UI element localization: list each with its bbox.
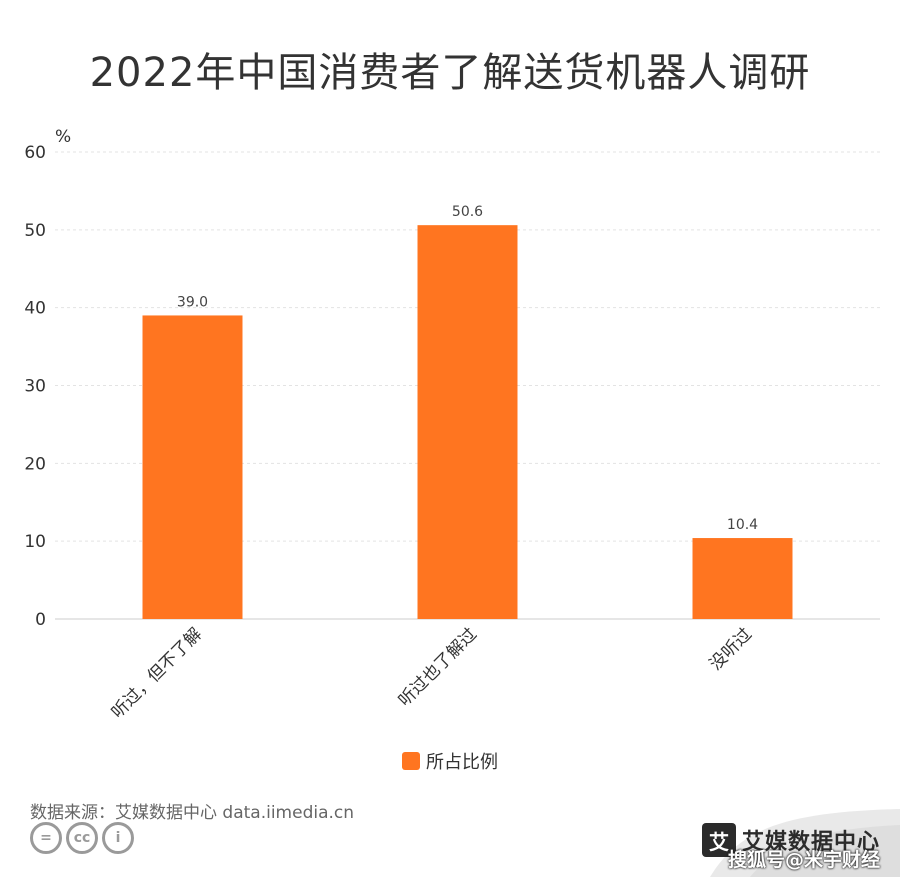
y-tick-label: 10: [24, 532, 46, 552]
x-tick-label: 听过也了解过: [395, 624, 481, 710]
bar-chart: % 0 10 20 30 40 50 60 39.0 听过，但不了解 50.6 听过也了解过 10.4 没…: [24, 127, 880, 723]
y-tick-label: 60: [24, 143, 46, 163]
license-icons: = cc i: [30, 822, 134, 854]
watermark: 搜狐号@米宇财经: [727, 849, 880, 871]
cc-icon: cc: [66, 822, 98, 854]
legend-label: 所占比例: [426, 752, 498, 773]
bar: [692, 538, 793, 619]
data-label: 10.4: [727, 517, 758, 533]
y-tick-label: 50: [24, 221, 46, 241]
page-title: 2022年中国消费者了解送货机器人调研: [89, 50, 811, 96]
data-label: 39.0: [177, 294, 208, 310]
y-tick-label: 40: [24, 299, 46, 319]
bar: [417, 225, 518, 619]
legend[interactable]: 所占比例: [0, 748, 900, 774]
x-tick-label: 没听过: [706, 624, 756, 674]
y-tick-label: 20: [24, 454, 46, 474]
y-tick-label: 0: [35, 610, 46, 630]
brand-logo-icon: 艾: [701, 823, 736, 857]
bar: [142, 315, 243, 619]
y-tick-label: 30: [24, 377, 46, 397]
brand-background: [710, 809, 900, 877]
person-icon: i: [102, 822, 134, 854]
brand-name: 艾媒数据中心: [741, 830, 880, 855]
data-label: 50.6: [452, 204, 483, 220]
brand: 艾 艾媒数据中心: [701, 823, 880, 857]
x-tick-label: 听过，但不了解: [108, 624, 206, 722]
data-source: 数据来源：艾媒数据中心 data.iimedia.cn: [30, 803, 355, 823]
legend-swatch: [402, 752, 420, 770]
y-unit-label: %: [55, 127, 71, 147]
equals-icon: =: [30, 822, 62, 854]
